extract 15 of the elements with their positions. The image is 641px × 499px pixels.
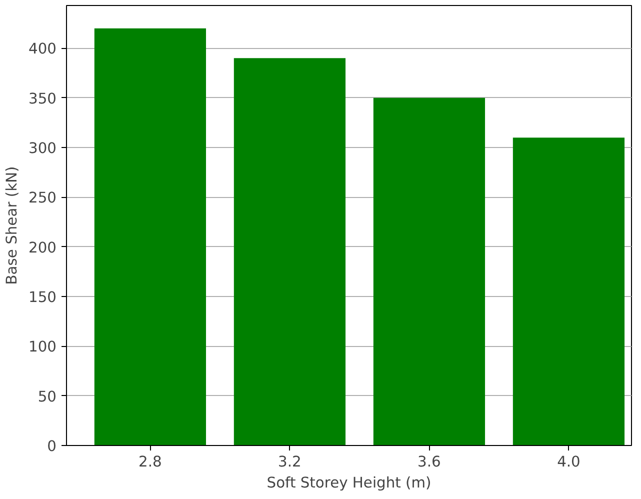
y-tick-label: 100 [28,338,57,356]
x-tick-label: 4.0 [557,454,580,470]
y-tick-label: 0 [47,438,57,455]
x-tick-label: 3.2 [278,454,302,470]
x-tick-label: 3.6 [418,454,441,470]
y-tick-label: 300 [28,140,57,158]
x-axis-title: Soft Storey Height (m) [266,474,432,492]
y-axis-title: Base Shear (kN) [4,166,21,285]
y-tick-label: 400 [28,40,57,58]
x-tick-label: 2.8 [138,454,162,470]
y-tick-label: 250 [28,190,57,207]
y-tick-label: 200 [28,239,57,256]
y-tick-label: 150 [28,289,57,306]
y-tick-label: 50 [38,388,57,406]
y-tick-label: 350 [28,90,57,108]
